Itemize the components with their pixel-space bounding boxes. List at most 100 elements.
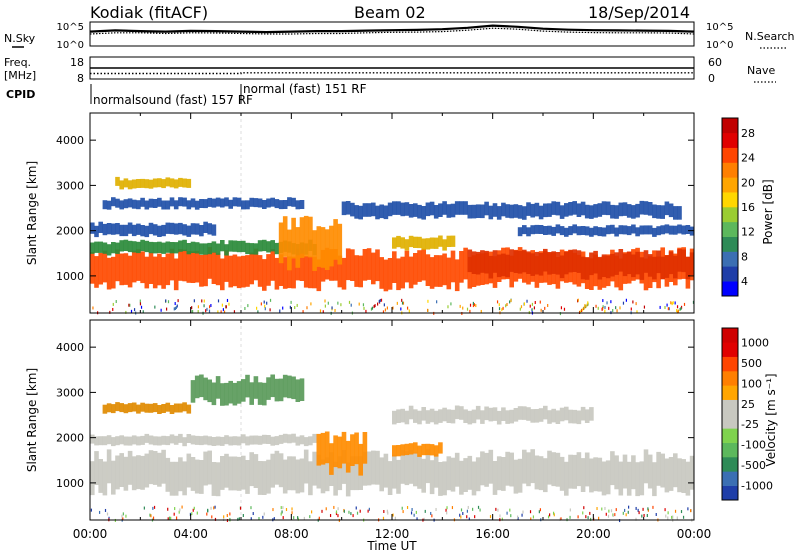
velocity-speckle: [211, 515, 213, 519]
power-band-7: [643, 201, 649, 215]
power-band-1: [161, 242, 166, 254]
power-band-6: [408, 235, 414, 248]
velocity-speckle: [382, 516, 385, 520]
power-speckle: [176, 304, 178, 308]
velocity-speckle: [281, 510, 283, 514]
power-band-9: [467, 249, 473, 273]
velocity-band-3: [228, 380, 233, 404]
power-band-0: [442, 253, 447, 286]
velocity-speckle: [552, 511, 555, 515]
power-speckle: [674, 301, 676, 305]
velocity-speckle: [210, 506, 212, 510]
velocity-colorbar-tick: -25: [741, 418, 759, 431]
velocity-speckle: [98, 510, 101, 514]
velocity-speckle: [501, 517, 503, 521]
power-speckle: [115, 300, 117, 304]
velocity-speckle: [168, 516, 171, 520]
power-speckle: [177, 299, 179, 303]
power-band-7: [354, 205, 359, 219]
velocity-speckle: [460, 515, 462, 519]
power-speckle: [519, 307, 521, 311]
power-speckle: [402, 301, 405, 305]
velocity-band-0: [433, 453, 439, 488]
power-speckle: [380, 298, 383, 302]
velocity-band-0: [475, 457, 481, 492]
velocity-band-0: [232, 456, 238, 491]
velocity-speckle: [352, 514, 354, 518]
velocity-band-0: [278, 453, 284, 488]
velocity-speckle: [516, 515, 519, 519]
power-speckle: [125, 310, 127, 314]
velocity-band-0: [123, 456, 129, 491]
velocity-colorbar-frame: [721, 327, 739, 501]
power-speckle: [509, 300, 511, 304]
power-speckle: [604, 309, 606, 313]
velocity-band-3: [215, 376, 221, 399]
power-speckle: [584, 305, 587, 309]
power-speckle: [601, 307, 604, 311]
velocity-colorbar-tick: 100: [741, 377, 762, 390]
velocity-band-0: [417, 454, 422, 489]
power-band-7: [392, 201, 397, 215]
power-band-7: [484, 201, 489, 216]
velocity-band-3: [207, 379, 212, 403]
power-band-0: [194, 250, 200, 283]
x-axis-label: Time UT: [366, 539, 417, 553]
power-band-1: [131, 241, 137, 253]
power-band-2: [119, 224, 124, 237]
power-band-0: [241, 255, 246, 288]
power-band-3: [169, 197, 175, 207]
power-speckle: [577, 298, 579, 302]
velocity-band-0: [350, 456, 355, 491]
power-band-1: [241, 240, 246, 253]
velocity-band-0: [605, 460, 611, 495]
power-band-0: [236, 256, 242, 289]
velocity-speckle: [451, 506, 454, 510]
velocity-speckle: [181, 505, 183, 509]
velocity-band-0: [610, 451, 615, 486]
power-band-4: [186, 178, 192, 188]
velocity-band-0: [463, 458, 468, 492]
velocity-band-2: [102, 404, 108, 414]
velocity-speckle: [106, 512, 109, 516]
velocity-band-0: [262, 461, 267, 495]
velocity-band-2: [152, 403, 158, 413]
power-band-0: [253, 248, 259, 281]
power-band-8: [589, 227, 594, 237]
power-band-7: [534, 202, 540, 217]
power-band-1: [232, 240, 238, 252]
velocity-band-1: [123, 436, 129, 446]
velocity-speckle: [489, 515, 492, 519]
power-speckle: [302, 310, 304, 314]
velocity-band-0: [442, 461, 447, 496]
velocity-speckle: [229, 512, 231, 516]
power-speckle: [602, 299, 604, 303]
velocity-band-0: [526, 452, 531, 487]
power-speckle: [586, 303, 589, 307]
velocity-band-0: [236, 456, 242, 491]
power-speckle: [337, 301, 339, 305]
velocity-speckle: [394, 516, 396, 520]
velocity-band-0: [345, 462, 351, 497]
power-band-7: [383, 205, 389, 220]
velocity-speckle: [348, 510, 350, 514]
velocity-speckle: [335, 510, 338, 514]
power-band-9: [530, 253, 535, 276]
power-band-0: [433, 255, 439, 287]
velocity-band-1: [102, 436, 108, 446]
power-band-3: [299, 200, 305, 209]
velocity-speckle: [521, 513, 523, 517]
power-speckle: [266, 301, 268, 305]
power-band-1: [169, 242, 175, 254]
velocity-band-0: [480, 451, 485, 486]
power-band-0: [169, 248, 175, 281]
power-band-2: [199, 225, 204, 237]
velocity-band-6: [492, 407, 498, 421]
power-ylabel: Slant Range [km]: [25, 161, 39, 265]
velocity-speckle: [625, 513, 627, 517]
power-colorbar-label: Power [dB]: [761, 179, 775, 244]
power-band-1: [98, 241, 103, 253]
power-speckle: [615, 306, 617, 310]
power-speckle: [502, 306, 504, 310]
power-speckle: [692, 300, 695, 304]
